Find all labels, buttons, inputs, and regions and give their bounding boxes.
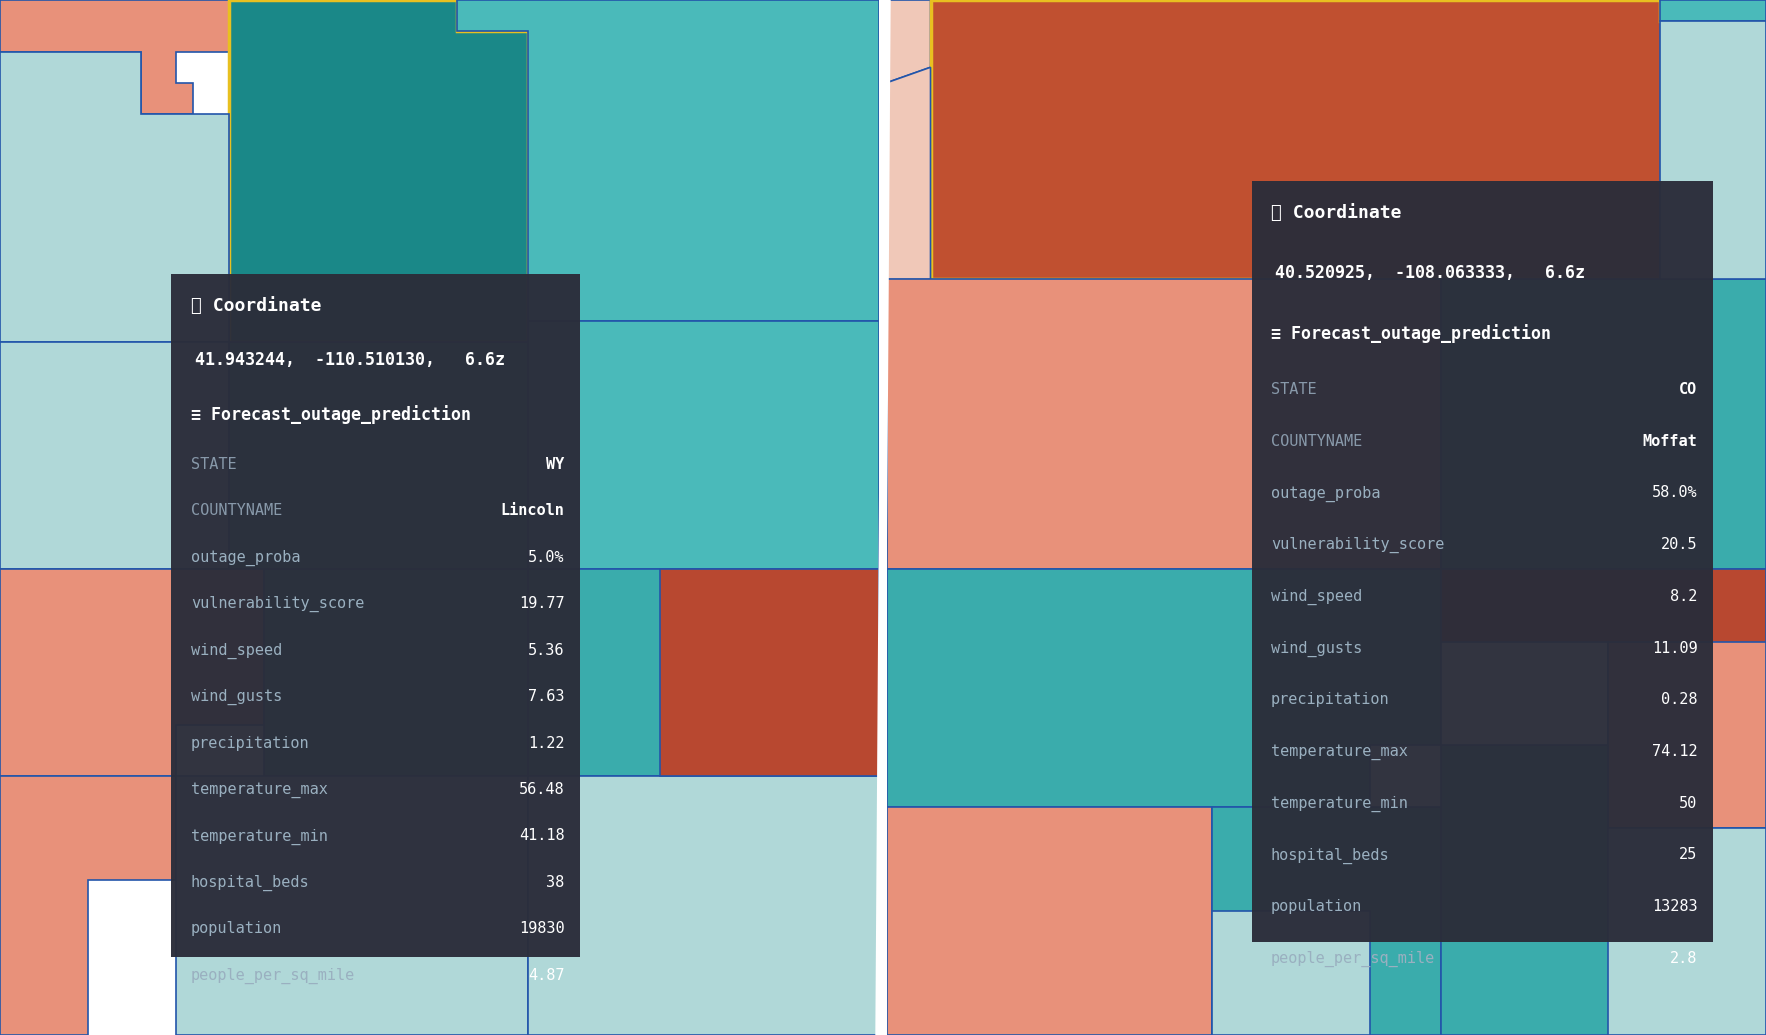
Polygon shape <box>887 807 1211 1035</box>
Text: hospital_beds: hospital_beds <box>191 875 309 891</box>
Polygon shape <box>1607 642 1766 828</box>
Polygon shape <box>228 342 528 569</box>
Text: outage_proba: outage_proba <box>1272 485 1381 502</box>
Text: 0.28: 0.28 <box>1660 692 1697 707</box>
Text: 5.0%: 5.0% <box>528 550 565 565</box>
Polygon shape <box>0 569 263 776</box>
Polygon shape <box>887 0 931 83</box>
Polygon shape <box>528 569 879 776</box>
Text: temperature_min: temperature_min <box>191 828 328 845</box>
Text: 19.77: 19.77 <box>519 596 565 612</box>
Text: people_per_sq_mile: people_per_sq_mile <box>1272 951 1436 967</box>
Text: outage_proba: outage_proba <box>191 550 300 566</box>
Polygon shape <box>1211 911 1370 1035</box>
Text: 25: 25 <box>1679 848 1697 862</box>
Polygon shape <box>528 776 879 1035</box>
Polygon shape <box>228 0 528 342</box>
Text: 11.09: 11.09 <box>1651 641 1697 655</box>
Text: 19830: 19830 <box>519 921 565 937</box>
Polygon shape <box>0 776 177 1035</box>
Polygon shape <box>887 569 1441 807</box>
Polygon shape <box>887 279 1441 569</box>
Text: precipitation: precipitation <box>1272 692 1390 707</box>
Text: 13283: 13283 <box>1651 899 1697 914</box>
Text: wind_gusts: wind_gusts <box>191 689 283 705</box>
Text: 4.87: 4.87 <box>528 968 565 983</box>
Text: 8.2: 8.2 <box>1671 589 1697 603</box>
Text: temperature_max: temperature_max <box>191 782 328 798</box>
Text: 56.48: 56.48 <box>519 782 565 797</box>
Text: population: population <box>1272 899 1362 914</box>
Text: ≡ Forecast_outage_prediction: ≡ Forecast_outage_prediction <box>1272 324 1551 344</box>
Text: Moffat: Moffat <box>1642 434 1697 448</box>
Polygon shape <box>660 569 879 776</box>
Polygon shape <box>1660 21 1766 279</box>
Polygon shape <box>887 67 931 279</box>
Polygon shape <box>457 0 879 321</box>
Text: people_per_sq_mile: people_per_sq_mile <box>191 968 355 984</box>
Text: 41.943244,  -110.510130,   6.6z: 41.943244, -110.510130, 6.6z <box>196 351 505 369</box>
Text: WY: WY <box>546 456 565 472</box>
Text: COUNTYNAME: COUNTYNAME <box>1272 434 1362 448</box>
Text: population: population <box>191 921 283 937</box>
Text: temperature_min: temperature_min <box>1272 796 1408 811</box>
Text: hospital_beds: hospital_beds <box>1272 848 1390 863</box>
Polygon shape <box>263 569 528 776</box>
Text: wind_speed: wind_speed <box>191 643 283 659</box>
Text: COUNTYNAME: COUNTYNAME <box>191 503 283 519</box>
Text: ⤷ Coordinate: ⤷ Coordinate <box>1272 204 1402 221</box>
Text: ≡ Forecast_outage_prediction: ≡ Forecast_outage_prediction <box>191 406 472 424</box>
Text: 20.5: 20.5 <box>1660 537 1697 552</box>
Polygon shape <box>177 776 528 1035</box>
Text: precipitation: precipitation <box>191 736 309 750</box>
Text: 50: 50 <box>1679 796 1697 810</box>
Text: 40.520925,  -108.063333,   6.6z: 40.520925, -108.063333, 6.6z <box>1275 264 1586 283</box>
Text: 2.8: 2.8 <box>1671 951 1697 966</box>
Polygon shape <box>1441 745 1766 1035</box>
Text: vulnerability_score: vulnerability_score <box>1272 537 1445 554</box>
Text: wind_gusts: wind_gusts <box>1272 641 1362 657</box>
Polygon shape <box>0 52 228 342</box>
Polygon shape <box>1441 279 1766 569</box>
Text: 58.0%: 58.0% <box>1651 485 1697 500</box>
Text: 38: 38 <box>546 875 565 890</box>
Polygon shape <box>1607 828 1766 1035</box>
Text: wind_speed: wind_speed <box>1272 589 1362 605</box>
Text: STATE: STATE <box>191 456 237 472</box>
Text: STATE: STATE <box>1272 382 1316 396</box>
Text: Lincoln: Lincoln <box>502 503 565 519</box>
Polygon shape <box>1441 569 1766 745</box>
Polygon shape <box>0 0 228 114</box>
Text: 1.22: 1.22 <box>528 736 565 750</box>
Text: vulnerability_score: vulnerability_score <box>191 596 364 613</box>
Polygon shape <box>1211 807 1441 1035</box>
Polygon shape <box>1660 0 1766 21</box>
Text: 41.18: 41.18 <box>519 828 565 844</box>
Text: 5.36: 5.36 <box>528 643 565 657</box>
FancyBboxPatch shape <box>1252 181 1713 942</box>
Text: CO: CO <box>1679 382 1697 396</box>
FancyBboxPatch shape <box>171 274 581 957</box>
Text: ⤷ Coordinate: ⤷ Coordinate <box>191 297 321 315</box>
Polygon shape <box>931 0 1766 279</box>
Text: 7.63: 7.63 <box>528 689 565 704</box>
Text: 74.12: 74.12 <box>1651 744 1697 759</box>
Polygon shape <box>0 342 228 569</box>
Text: temperature_max: temperature_max <box>1272 744 1408 760</box>
Polygon shape <box>528 321 879 569</box>
